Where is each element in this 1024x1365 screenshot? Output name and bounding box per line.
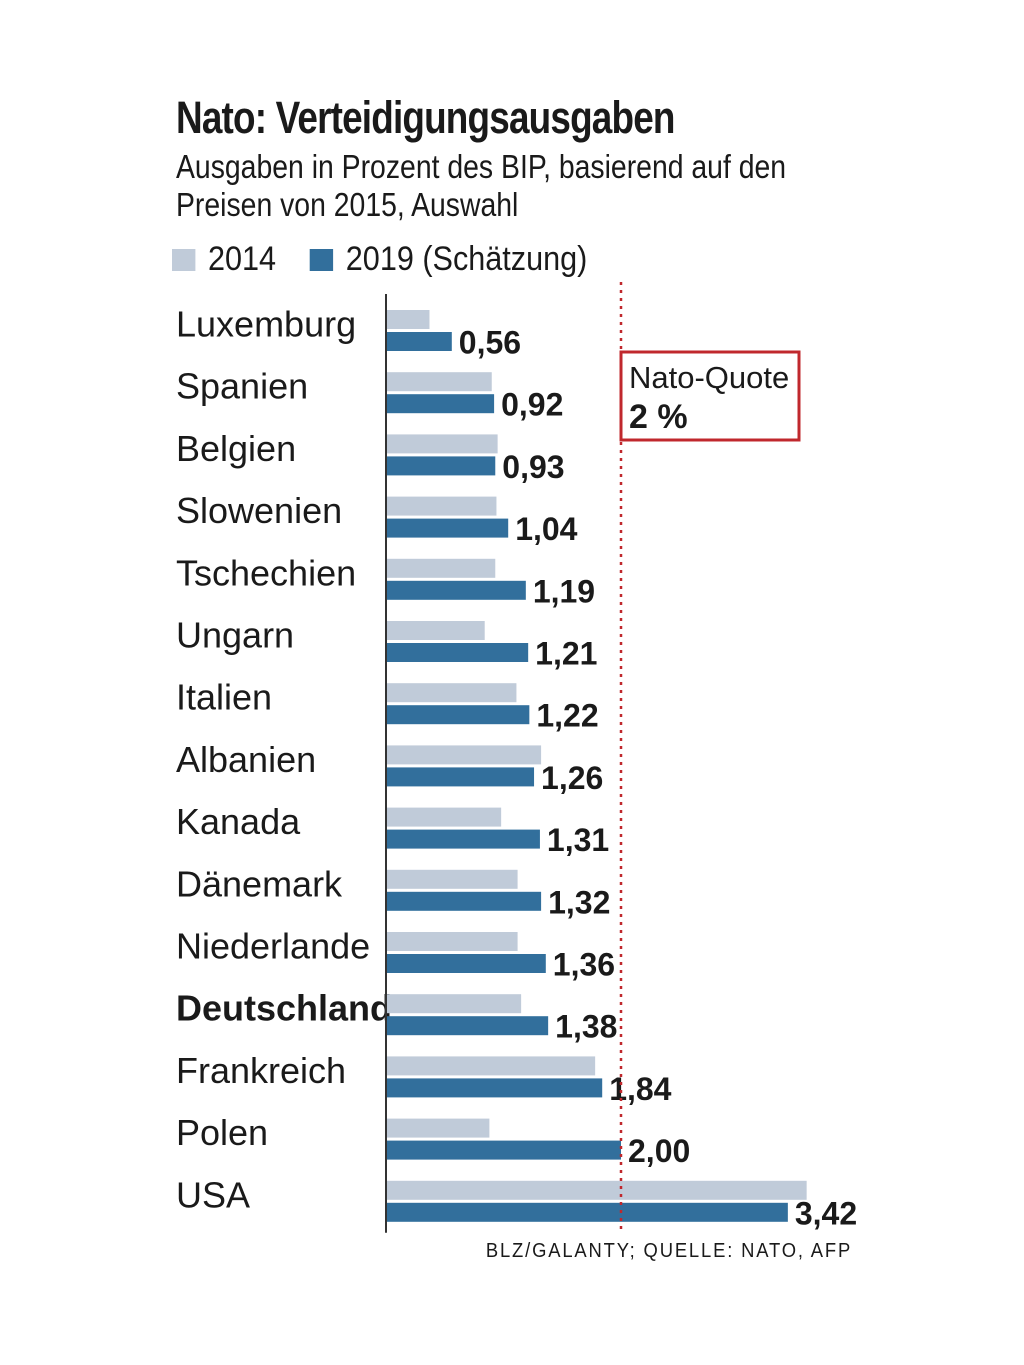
value-label: 1,26: [541, 760, 603, 796]
nato-quota-box: [619, 350, 801, 442]
bar-2014: [386, 1180, 807, 1200]
bar-2014: [386, 869, 518, 889]
bar-2019: [386, 580, 526, 600]
category-label: Polen: [176, 1112, 268, 1153]
value-label: 0,92: [501, 387, 563, 423]
value-label: 1,31: [547, 822, 609, 858]
legend-swatch-2019: [309, 248, 334, 271]
value-label: 1,04: [515, 511, 577, 547]
bar-2019: [386, 394, 495, 414]
bar-2019: [386, 1016, 549, 1036]
bar-2019: [386, 1202, 788, 1222]
bar-2014: [386, 994, 522, 1014]
value-label: 1,22: [536, 698, 598, 734]
category-label: Deutschland: [176, 988, 392, 1029]
value-label: 3,42: [795, 1195, 857, 1231]
value-label: 1,32: [548, 884, 610, 920]
bar-2019: [386, 518, 509, 538]
legend: 2014 2019 (Schätzung): [172, 240, 613, 280]
value-label: 1,36: [553, 947, 615, 983]
category-label: Italien: [176, 677, 272, 718]
nato-quota-value: 2 %: [629, 398, 688, 436]
bar-2014: [386, 1118, 490, 1138]
bar-2014: [386, 372, 492, 392]
category-label: Belgien: [176, 428, 296, 469]
bar-2019: [386, 1078, 603, 1098]
value-label: 0,93: [502, 449, 564, 485]
value-label: 1,21: [535, 636, 597, 672]
value-label: 2,00: [628, 1133, 690, 1169]
category-label: Ungarn: [176, 615, 294, 656]
category-label: Luxemburg: [176, 304, 356, 345]
bar-2014: [386, 310, 430, 329]
category-label: Tschechien: [176, 552, 356, 593]
category-label: Frankreich: [176, 1050, 346, 1091]
category-label: Spanien: [176, 366, 308, 407]
chart-subtitle: Ausgaben in Prozent des BIP, basierend a…: [176, 148, 787, 223]
chart-title: Nato: Verteidigungsausgaben: [176, 92, 675, 143]
source-note: BLZ/GALANTY; QUELLE: NATO, AFP: [485, 1240, 852, 1262]
category-label: Kanada: [176, 801, 301, 842]
legend-label-2014: 2014: [208, 240, 277, 278]
legend-item-2019: 2019 (Schätzung): [309, 240, 588, 279]
bar-2019: [386, 891, 542, 911]
bar-2019: [386, 829, 540, 849]
bar-2014: [386, 745, 542, 765]
bar-2014: [386, 807, 502, 827]
bar-2019: [386, 1140, 621, 1160]
value-label: 1,84: [609, 1071, 671, 1107]
value-label: 1,38: [555, 1009, 617, 1045]
bar-2014: [386, 434, 498, 454]
bar-2019: [386, 456, 496, 476]
category-label: USA: [176, 1174, 250, 1215]
nato-quota-label: Nato-Quote: [629, 360, 789, 395]
bar-2019: [386, 767, 535, 787]
bar-2019: [386, 332, 452, 351]
category-label: Dänemark: [176, 863, 343, 904]
category-label: Albanien: [176, 739, 316, 780]
bar-2019: [386, 643, 529, 662]
legend-swatch-2014: [172, 248, 196, 271]
category-label: Slowenien: [176, 490, 342, 531]
bar-2014: [386, 932, 518, 951]
bar-2014: [386, 683, 517, 703]
legend-item-2014: 2014: [172, 240, 276, 279]
bar-2014: [386, 558, 496, 578]
bar-2014: [386, 496, 497, 516]
bar-2019: [386, 705, 530, 725]
value-label: 0,56: [459, 325, 521, 361]
legend-label-2019: 2019 (Schätzung): [345, 240, 588, 278]
bar-2014: [386, 621, 485, 640]
bar-2014: [386, 1056, 596, 1076]
category-label: Niederlande: [176, 926, 370, 967]
bar-2019: [386, 954, 546, 973]
value-label: 1,19: [533, 573, 595, 609]
